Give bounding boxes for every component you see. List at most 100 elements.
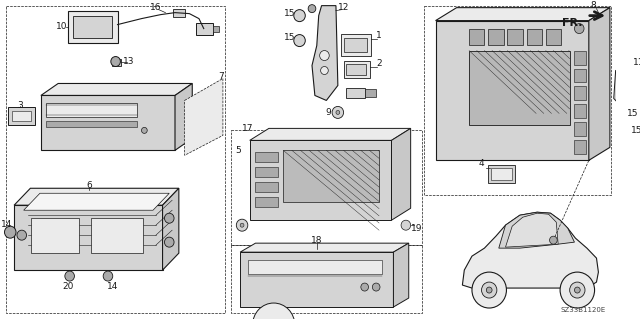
Circle shape [308,5,316,13]
Text: 7: 7 [218,72,224,81]
Circle shape [472,272,506,308]
Circle shape [618,109,629,122]
Polygon shape [614,65,635,108]
Bar [575,122,586,137]
Polygon shape [24,193,169,210]
Bar [230,245,422,313]
Polygon shape [392,128,411,220]
Circle shape [164,237,174,247]
Circle shape [486,287,492,293]
Circle shape [253,303,295,319]
Polygon shape [41,84,192,95]
Circle shape [560,272,595,308]
Bar [248,260,382,274]
Bar [527,29,542,45]
Bar [575,50,586,64]
Circle shape [550,236,557,244]
Bar [284,150,379,202]
Bar [508,29,523,45]
Text: 8: 8 [591,1,596,10]
Circle shape [236,219,248,231]
Bar [575,86,586,100]
Text: 14: 14 [107,282,118,291]
Circle shape [65,271,74,281]
Bar [8,108,35,125]
Polygon shape [250,128,411,140]
Text: 10: 10 [56,22,68,31]
Circle shape [240,223,244,227]
Text: 6: 6 [86,181,92,190]
Polygon shape [312,6,338,100]
Polygon shape [436,8,610,21]
Text: 11: 11 [633,58,640,67]
Bar [68,11,118,42]
Bar [255,152,278,162]
Text: 3: 3 [17,101,22,110]
Bar [346,88,365,99]
Polygon shape [589,8,610,160]
Circle shape [103,271,113,281]
Polygon shape [394,243,409,307]
Circle shape [575,24,584,33]
Bar [346,63,365,76]
Text: 13: 13 [124,57,135,66]
Circle shape [4,226,16,238]
Text: 16: 16 [150,3,162,12]
Text: 5: 5 [236,146,241,155]
Circle shape [332,107,344,118]
Circle shape [141,127,147,133]
Text: FR.: FR. [562,18,582,28]
Bar [469,50,570,125]
Circle shape [622,127,632,137]
Bar [12,111,31,122]
Text: 15: 15 [631,126,640,135]
Text: 9: 9 [325,108,331,117]
Bar [31,218,79,253]
Bar [488,29,504,45]
Circle shape [481,282,497,298]
Text: 20: 20 [62,282,74,291]
Text: 14: 14 [1,220,12,229]
Bar [6,6,225,313]
Circle shape [336,110,340,115]
Bar [491,168,512,180]
Circle shape [570,282,585,298]
Text: 18: 18 [311,236,323,245]
Polygon shape [462,212,598,288]
Bar [255,167,278,177]
Bar [230,130,422,245]
Text: 1: 1 [376,31,382,40]
Bar [436,21,589,160]
Bar [41,95,175,150]
Circle shape [164,213,174,223]
Circle shape [372,283,380,291]
Polygon shape [506,213,558,247]
Bar [344,61,371,78]
Polygon shape [499,212,575,248]
Bar [365,89,376,97]
Polygon shape [14,205,163,270]
Circle shape [321,67,328,75]
Polygon shape [14,188,179,205]
Bar [250,140,392,220]
Text: 17: 17 [242,124,253,133]
Polygon shape [184,78,223,155]
Circle shape [111,56,120,67]
Circle shape [401,220,411,230]
Text: 2: 2 [376,59,382,68]
Text: 15: 15 [627,109,639,118]
Bar [240,252,394,307]
Circle shape [17,230,26,240]
Bar [213,26,219,32]
Bar [74,16,112,38]
Bar [575,140,586,154]
Bar [255,182,278,192]
Bar [575,104,586,118]
Bar [344,38,367,52]
Circle shape [294,34,305,47]
Circle shape [575,287,580,293]
Bar [91,218,143,253]
Bar [488,165,515,183]
Text: 15: 15 [284,9,296,18]
Bar [469,29,484,45]
